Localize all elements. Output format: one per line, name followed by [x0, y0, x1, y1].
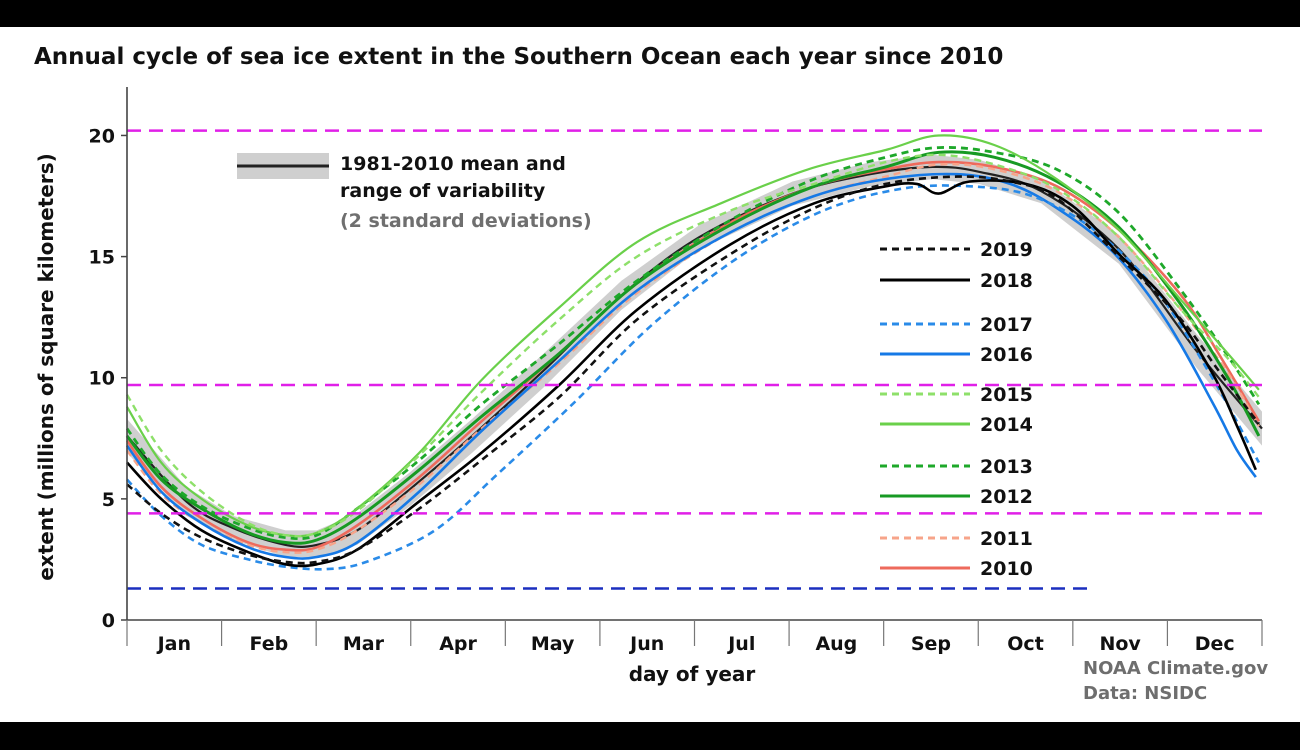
x-tick-label-oct: Oct: [1007, 633, 1044, 655]
x-tick-label-jan: Jan: [156, 633, 191, 655]
y-tick-label: 10: [89, 368, 115, 390]
series-line-2014: [126, 134, 1260, 538]
x-tick-label-nov: Nov: [1099, 633, 1141, 655]
legend-label-2014: 2014: [980, 414, 1033, 436]
legend-label-2019: 2019: [980, 239, 1033, 261]
legend-label-2016: 2016: [980, 344, 1033, 366]
series-line-2015: [125, 153, 1260, 538]
x-ticks: Jan Feb Mar Apr May Jun Jul Aug Sep Oct Nov Dec: [126, 620, 1263, 655]
legend-label-2012: 2012: [980, 486, 1033, 508]
series-layer: [125, 134, 1261, 571]
band-legend-line2: range of variability: [340, 180, 546, 202]
x-axis-label: day of year: [629, 662, 756, 686]
variability-band: [127, 154, 1262, 558]
legend-label-2018: 2018: [980, 270, 1033, 292]
y-tick-label: 15: [89, 247, 115, 269]
reference-lines-layer: [127, 129, 1262, 590]
band-legend-line1: 1981-2010 mean and: [340, 153, 566, 175]
series-line-2018: [126, 179, 1257, 568]
chart-panel: Annual cycle of sea ice extent in the So…: [0, 27, 1300, 722]
y-tick-label: 20: [89, 125, 115, 147]
band-legend-line3: (2 standard deviations): [340, 210, 592, 232]
sea-ice-chart: Annual cycle of sea ice extent in the So…: [34, 44, 1268, 704]
x-tick-label-feb: Feb: [250, 633, 289, 655]
series-line-2019: [126, 175, 1260, 565]
legend-label-2015: 2015: [980, 384, 1033, 406]
series-line-2012: [125, 150, 1261, 545]
series-line-2017: [126, 184, 1261, 571]
y-axis-label: extent (millions of square kilometers): [34, 153, 58, 581]
series-legend: 2019 2018 2017 2016 2015 2014 2013 2012 2011 2010: [880, 239, 1033, 580]
x-tick-label-mar: Mar: [343, 633, 385, 655]
x-tick-label-jul: Jul: [726, 633, 755, 655]
x-tick-label-aug: Aug: [815, 633, 857, 655]
x-tick-label-apr: Apr: [439, 633, 477, 655]
series-line-2011: [126, 162, 1260, 554]
chart-title: Annual cycle of sea ice extent in the So…: [34, 44, 1003, 70]
y-ticks: 0 5 10 15 20: [89, 125, 127, 632]
y-tick-label: 0: [102, 610, 115, 632]
legend-label-2013: 2013: [980, 456, 1033, 478]
credit-line1: NOAA Climate.gov: [1083, 658, 1268, 679]
legend-label-2011: 2011: [980, 528, 1033, 550]
x-tick-label-sep: Sep: [911, 633, 951, 655]
legend-label-2017: 2017: [980, 314, 1033, 336]
x-tick-label-jun: Jun: [628, 633, 664, 655]
x-tick-label-may: May: [531, 633, 575, 655]
series-line-2016: [125, 172, 1257, 560]
y-tick-label: 5: [102, 489, 115, 511]
band-legend: 1981-2010 mean and range of variability …: [237, 153, 592, 232]
legend-label-2010: 2010: [980, 558, 1033, 580]
credit-line2: Data: NSIDC: [1083, 683, 1207, 704]
x-tick-label-dec: Dec: [1195, 633, 1235, 655]
